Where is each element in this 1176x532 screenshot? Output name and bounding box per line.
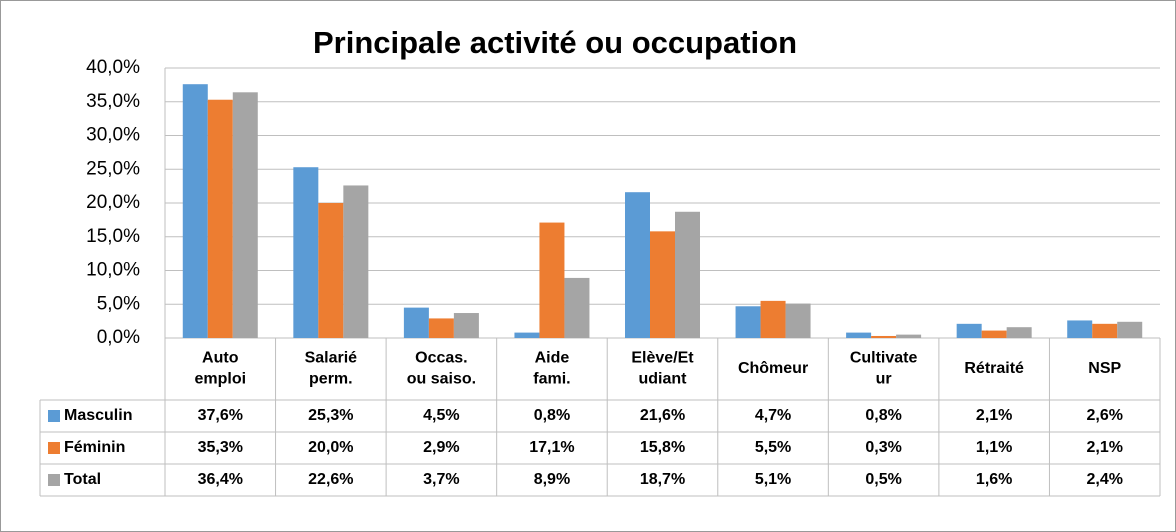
bar (318, 203, 344, 338)
data-label: 1,1% (976, 439, 1012, 456)
data-label: 8,9% (534, 471, 570, 488)
bar (675, 211, 700, 338)
legend-label: Féminin (64, 439, 125, 456)
bar (1092, 323, 1118, 338)
data-label: 4,5% (423, 407, 459, 424)
bar (846, 332, 872, 338)
data-label: 22,6% (308, 471, 353, 488)
data-label: 36,4% (198, 471, 243, 488)
data-label: 4,7% (755, 407, 791, 424)
data-label: 25,3% (308, 407, 353, 424)
y-tick-label: 15,0% (86, 226, 140, 247)
data-label: 2,4% (1086, 471, 1122, 488)
data-label: 2,9% (423, 439, 459, 456)
bar (896, 334, 922, 338)
bar (956, 323, 982, 338)
bar (625, 192, 650, 338)
data-label: 0,5% (865, 471, 901, 488)
legend-key (48, 410, 60, 422)
data-label: 35,3% (198, 439, 243, 456)
x-tick-label: Chômeur (738, 360, 808, 377)
x-tick-label: Aide fami. (533, 350, 570, 388)
bar (182, 84, 208, 338)
y-tick-label: 10,0% (86, 260, 140, 281)
data-label: 15,8% (640, 439, 685, 456)
bar (453, 313, 479, 338)
bar (1067, 320, 1093, 338)
legend-label: Masculin (64, 407, 132, 424)
bar (232, 92, 258, 338)
bar (981, 330, 1007, 338)
bar (1117, 321, 1143, 338)
data-label: 0,8% (534, 407, 570, 424)
bar (564, 277, 590, 338)
legend-key (48, 442, 60, 454)
y-tick-label: 35,0% (86, 91, 140, 112)
bar (207, 99, 233, 338)
bar (735, 306, 761, 338)
bar (760, 300, 786, 338)
x-tick-label: Rétraité (964, 360, 1024, 377)
y-tick-label: 25,0% (86, 158, 140, 179)
y-tick-label: 30,0% (86, 125, 140, 146)
legend-label: Total (64, 471, 101, 488)
y-tick-label: 5,0% (97, 293, 140, 314)
y-tick-label: 20,0% (86, 192, 140, 213)
data-label: 5,5% (755, 439, 791, 456)
bar (514, 332, 540, 338)
bar (1006, 327, 1032, 338)
bar (403, 307, 429, 338)
x-tick-label: Salarié perm. (305, 350, 358, 388)
data-label: 18,7% (640, 471, 685, 488)
bar (539, 222, 565, 338)
x-tick-label: Cultivate ur (850, 350, 918, 388)
y-tick-label: 0,0% (97, 327, 140, 348)
x-tick-label: Elève/Et udiant (631, 350, 694, 388)
data-label: 0,8% (865, 407, 901, 424)
bar (343, 185, 369, 338)
x-tick-label: Occas. ou saiso. (407, 350, 476, 388)
data-label: 1,6% (976, 471, 1012, 488)
data-label: 0,3% (865, 439, 901, 456)
y-tick-label: 40,0% (86, 57, 140, 78)
data-label: 17,1% (529, 439, 574, 456)
data-label: 37,6% (198, 407, 243, 424)
legend-key (48, 474, 60, 486)
bar (785, 303, 811, 338)
bar (650, 231, 675, 338)
data-label: 21,6% (640, 407, 685, 424)
data-label: 5,1% (755, 471, 791, 488)
x-tick-label: Auto emploi (194, 350, 246, 388)
data-label: 2,1% (1086, 439, 1122, 456)
data-label: 3,7% (423, 471, 459, 488)
bar (871, 335, 897, 338)
bar (293, 167, 319, 338)
data-label: 20,0% (308, 439, 353, 456)
data-label: 2,6% (1086, 407, 1122, 424)
chart-title: Principale activité ou occupation (313, 25, 797, 60)
data-label: 2,1% (976, 407, 1012, 424)
x-tick-label: NSP (1088, 360, 1121, 377)
bar (428, 318, 454, 338)
